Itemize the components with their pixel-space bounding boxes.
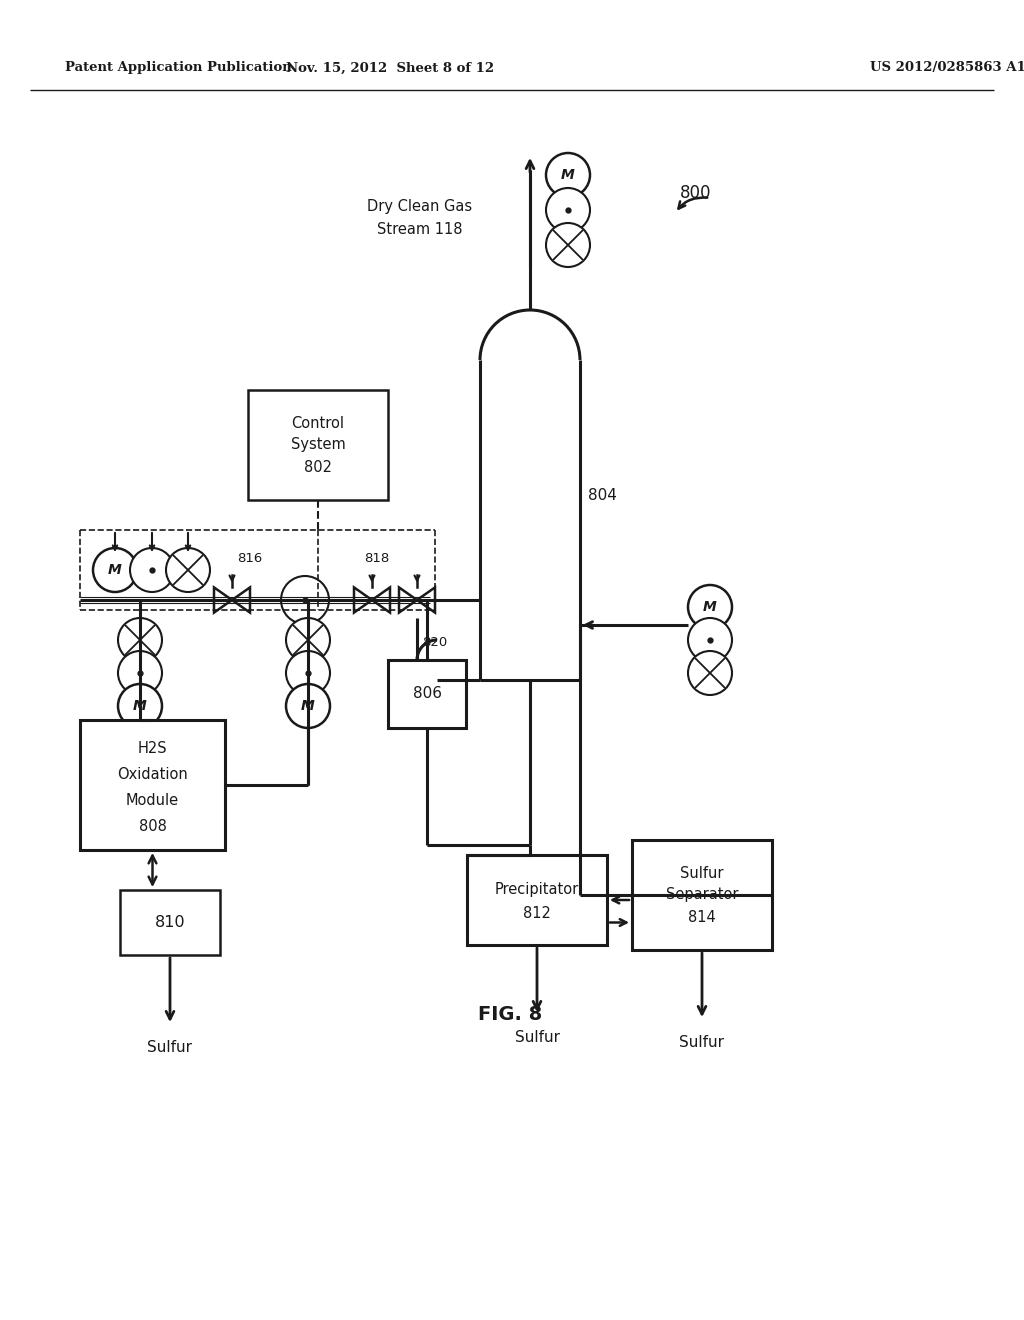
Circle shape — [688, 651, 732, 696]
Polygon shape — [354, 587, 372, 612]
Text: Patent Application Publication: Patent Application Publication — [65, 62, 292, 74]
Circle shape — [118, 651, 162, 696]
Circle shape — [546, 153, 590, 197]
Polygon shape — [399, 587, 417, 612]
Text: Stream 118: Stream 118 — [377, 223, 463, 238]
Circle shape — [546, 187, 590, 232]
Text: US 2012/0285863 A1: US 2012/0285863 A1 — [870, 62, 1024, 74]
Text: 802: 802 — [304, 459, 332, 474]
Text: 804: 804 — [588, 487, 616, 503]
Text: 800: 800 — [680, 183, 712, 202]
Text: Oxidation: Oxidation — [117, 767, 187, 781]
Polygon shape — [372, 587, 390, 612]
Text: 820: 820 — [422, 635, 447, 648]
Text: Dry Clean Gas: Dry Clean Gas — [368, 199, 472, 214]
Text: 810: 810 — [155, 915, 185, 931]
Polygon shape — [214, 587, 232, 612]
Text: Sulfur: Sulfur — [680, 866, 724, 880]
Text: Sulfur: Sulfur — [680, 1035, 725, 1049]
Text: M: M — [561, 168, 574, 182]
Text: M: M — [133, 700, 146, 713]
Circle shape — [546, 223, 590, 267]
Circle shape — [93, 548, 137, 591]
Text: FIG. 8: FIG. 8 — [478, 1006, 542, 1024]
Text: M: M — [301, 700, 314, 713]
Polygon shape — [232, 587, 250, 612]
Text: Sulfur: Sulfur — [147, 1040, 193, 1055]
Bar — [467, 855, 607, 945]
Text: 808: 808 — [138, 820, 167, 834]
Bar — [388, 660, 466, 729]
Text: 812: 812 — [523, 906, 551, 921]
Circle shape — [286, 651, 330, 696]
Text: 806: 806 — [413, 686, 441, 701]
Circle shape — [118, 684, 162, 729]
Bar — [632, 840, 772, 950]
Text: System: System — [291, 437, 345, 453]
Bar — [248, 389, 388, 500]
Circle shape — [130, 548, 174, 591]
Text: Separator: Separator — [666, 887, 738, 903]
Circle shape — [118, 618, 162, 663]
Text: Control: Control — [292, 416, 344, 430]
Circle shape — [688, 618, 732, 663]
Polygon shape — [417, 587, 435, 612]
Circle shape — [286, 618, 330, 663]
Circle shape — [281, 576, 329, 624]
Text: H2S: H2S — [137, 741, 167, 756]
Text: Nov. 15, 2012  Sheet 8 of 12: Nov. 15, 2012 Sheet 8 of 12 — [286, 62, 494, 74]
Text: 814: 814 — [688, 909, 716, 924]
Text: Precipitator: Precipitator — [495, 882, 580, 896]
Circle shape — [286, 684, 330, 729]
Text: Sulfur: Sulfur — [514, 1030, 559, 1045]
Bar — [120, 890, 220, 954]
Text: 818: 818 — [364, 552, 389, 565]
Circle shape — [166, 548, 210, 591]
Text: Module: Module — [126, 793, 179, 808]
Text: 816: 816 — [237, 552, 262, 565]
Text: M: M — [703, 601, 717, 614]
Bar — [80, 719, 225, 850]
Circle shape — [688, 585, 732, 630]
Text: M: M — [109, 564, 122, 577]
